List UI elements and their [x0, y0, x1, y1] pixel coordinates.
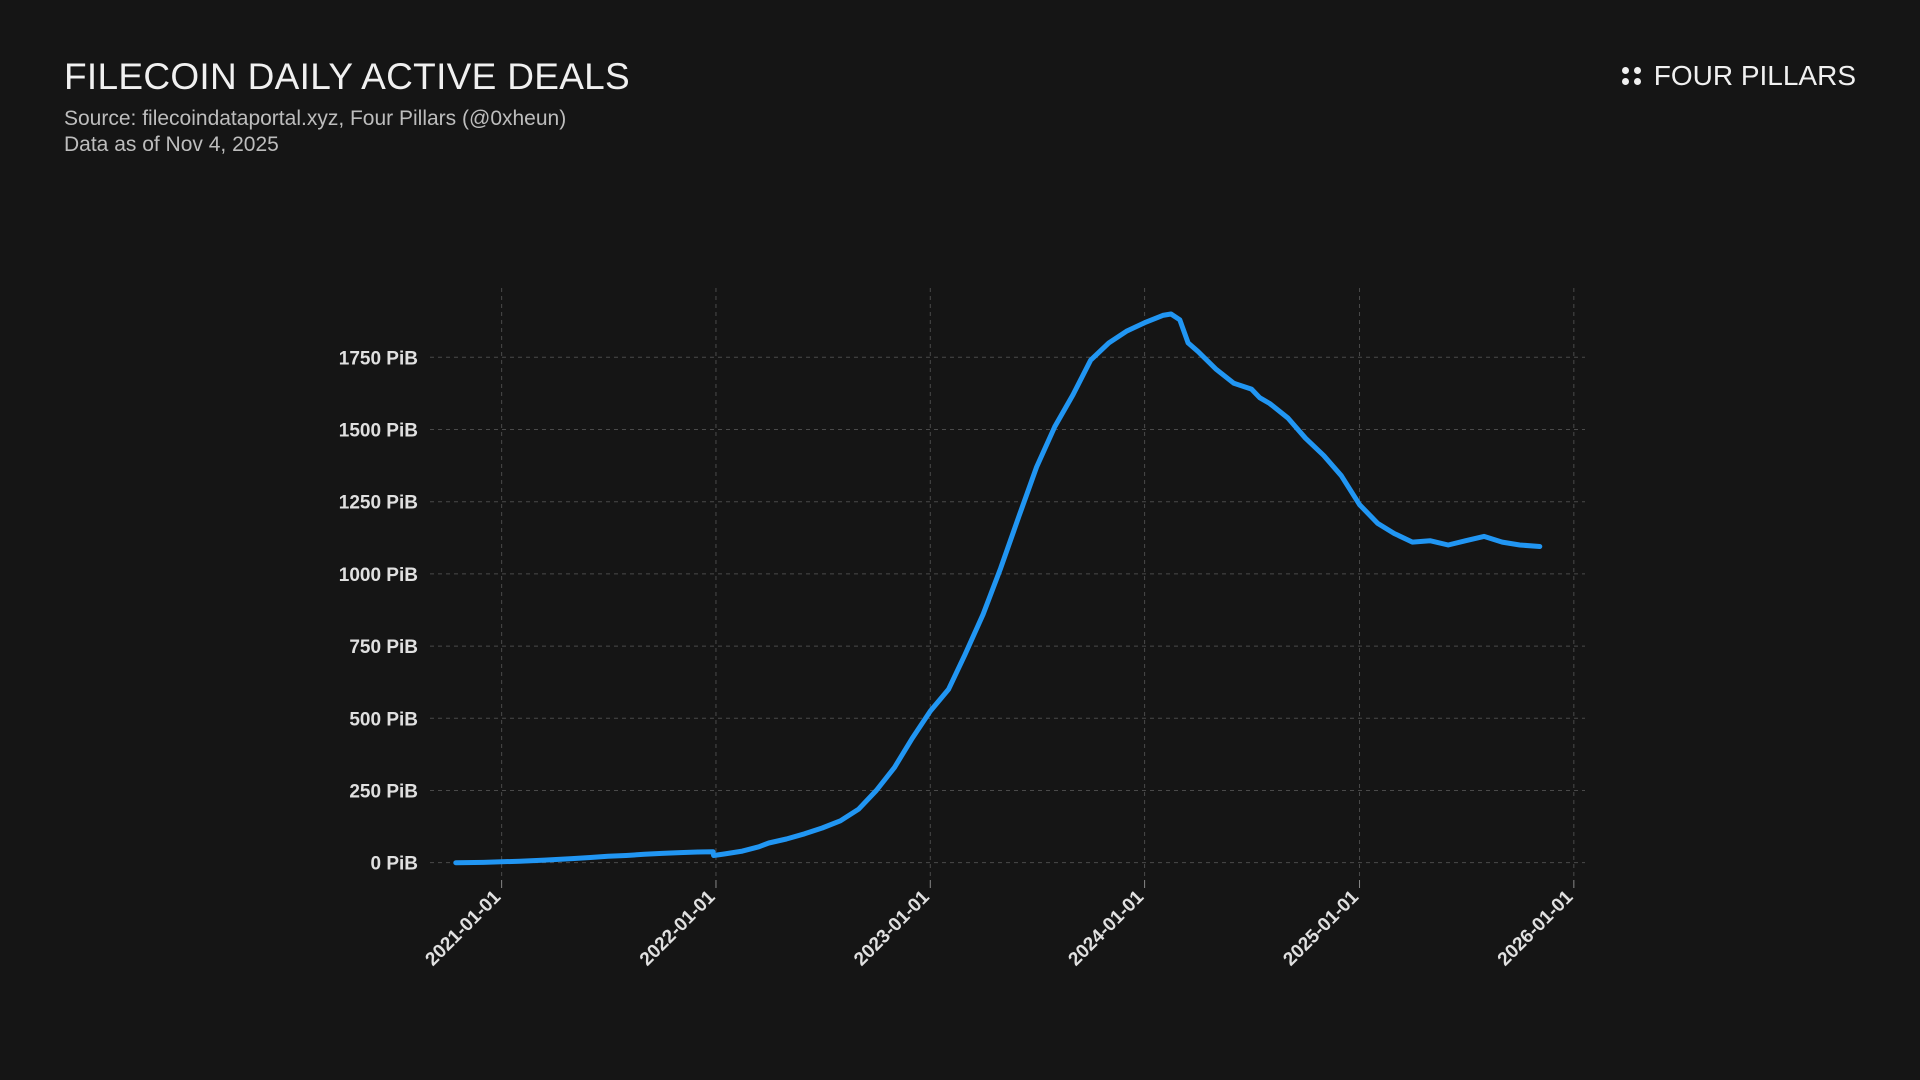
brand-logo: FOUR PILLARS [1621, 60, 1856, 92]
y-tick-label: 1250 PiB [339, 493, 418, 514]
series-line [453, 311, 1543, 866]
y-axis: 0 PiB 250 PiB 500 PiB 750 PiB 1000 PiB 1250 P… [339, 348, 418, 874]
four-dots-icon [1621, 67, 1642, 85]
x-tick-label: 2024-01-01 [1065, 886, 1149, 970]
page-title: FILECOIN DAILY ACTIVE DEALS [64, 56, 631, 97]
source-text: Source: filecoindataportal.xyz, Four Pil… [64, 107, 567, 130]
y-tick-label: 1000 PiB [339, 565, 418, 586]
x-tick-label: 2025-01-01 [1279, 886, 1363, 970]
y-tick-label: 250 PiB [349, 781, 418, 802]
chart-subtitle: Source: filecoindataportal.xyz, Four Pil… [64, 106, 566, 158]
x-axis: 2021-01-01 2022-01-01 2023-01-01 2024-01-01… [422, 880, 1578, 970]
y-tick-label: 1500 PiB [339, 421, 418, 442]
x-tick-label: 2023-01-01 [850, 886, 934, 970]
y-tick-label: 500 PiB [349, 709, 418, 730]
plot-area [453, 311, 1543, 866]
chart-grid [430, 288, 1585, 880]
y-tick-label: 750 PiB [349, 637, 418, 658]
x-tick-label: 2021-01-01 [422, 886, 506, 970]
x-tick-label: 2022-01-01 [636, 886, 720, 970]
brand-name: FOUR PILLARS [1653, 60, 1856, 91]
date-text: Data as of Nov 4, 2025 [64, 133, 279, 156]
x-tick-label: 2026-01-01 [1494, 886, 1578, 970]
y-tick-label: 0 PiB [370, 854, 418, 875]
y-tick-label: 1750 PiB [339, 348, 418, 369]
